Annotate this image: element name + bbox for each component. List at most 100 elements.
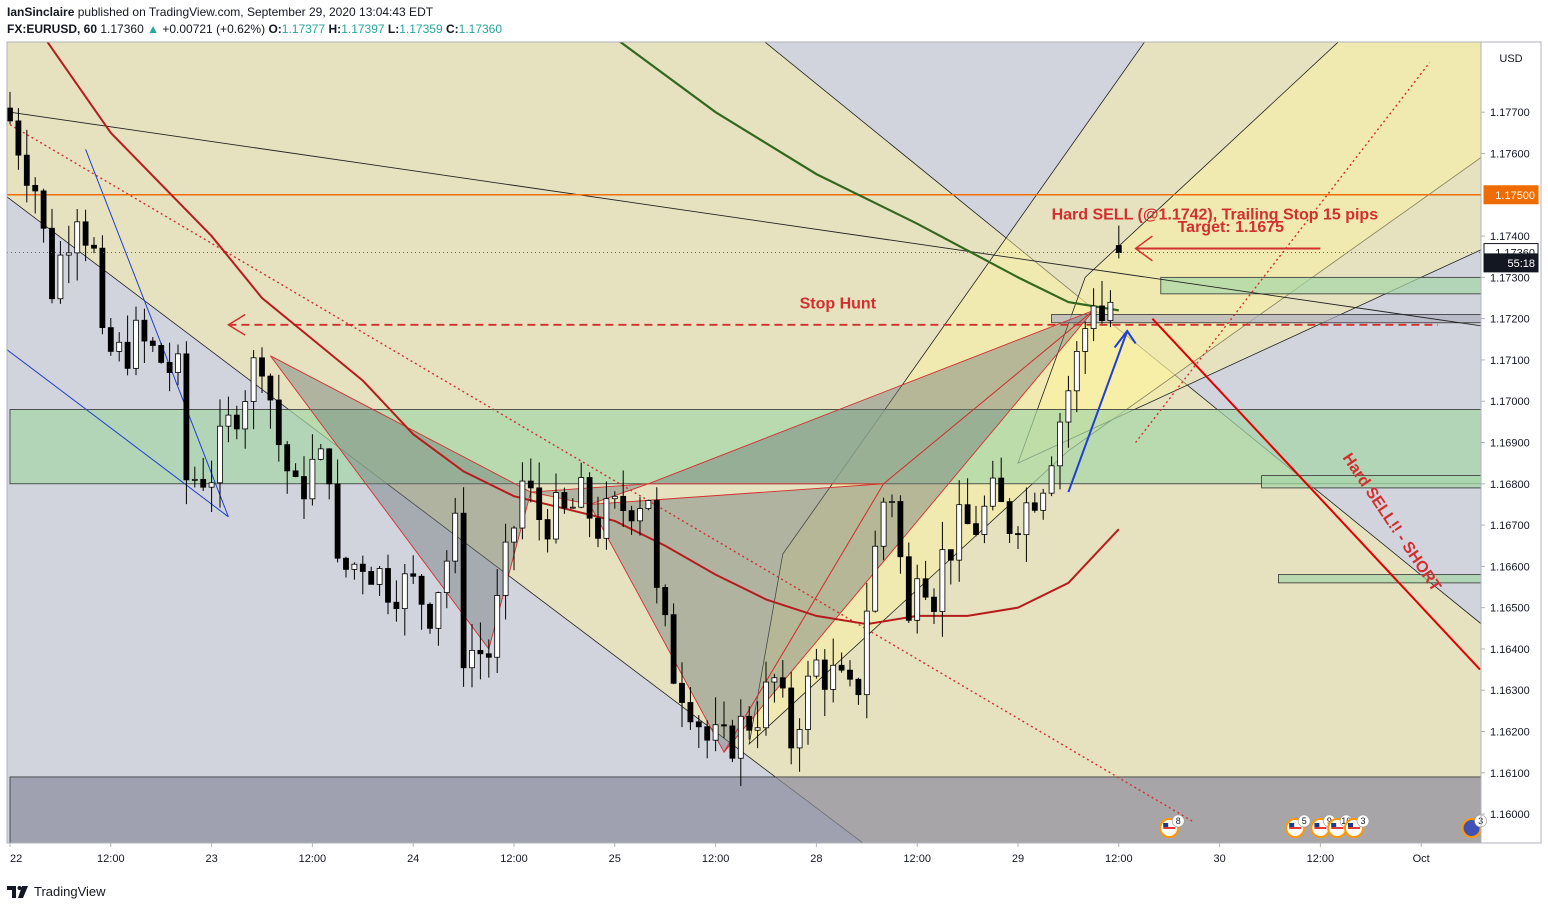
candle-body [931,596,937,612]
candle-body [57,254,64,300]
brand-name[interactable]: TradingView [34,883,106,899]
price-badge-label: 1.17500 [1495,190,1535,202]
flag-stripe [1163,827,1176,829]
dotted-trendline [9,123,1195,823]
candle-body [175,353,181,373]
high-value: 1.17397 [341,22,385,36]
candle-body [141,319,148,342]
flag-canton [1331,823,1337,827]
candle-body [620,495,627,512]
candle-body [1057,421,1063,467]
long-trendline [9,111,1481,327]
candle-body [603,498,610,539]
last-price: 1.17360 [100,22,144,36]
candle-body [158,345,165,363]
blue-pattern-line-1 [7,349,229,518]
candle-body [32,184,39,192]
flag-stripe [1314,827,1327,829]
ascending-channel-outer [1017,42,1481,464]
candle-body [821,659,828,690]
candle-body [729,725,736,759]
ema-fast-line [46,42,1120,626]
candle-body [956,504,963,561]
candle-body [460,512,467,669]
close-label: C: [445,22,459,36]
candle-body [561,492,568,509]
candle-body [788,687,795,749]
candle-body [401,573,408,610]
candle-body [124,341,131,369]
candle-body [863,610,870,696]
candle-body [275,399,282,446]
y-tick-label: 1.16300 [1490,685,1530,697]
candle-body [410,573,417,577]
x-tick-label: 12:00 [500,853,528,865]
candle-body [763,681,769,729]
time-axis[interactable]: 22 12:00 23 12:00 24 12:00 25 12:00 28 12:00 29 12:… [9,843,1430,865]
candle-body [183,353,190,481]
price-badge [1483,253,1539,273]
candle-body [889,501,895,503]
candle-body [40,190,47,229]
candle-body [998,477,1005,503]
event-count: 16 [1341,816,1351,826]
candle-body [905,556,912,621]
candle-body [721,724,727,727]
candle-body [149,340,156,346]
candle-body [662,587,669,616]
candle-body [443,560,450,593]
flag-stripe [1331,827,1344,829]
triangle-up-icon: ▲ [147,22,159,36]
candle-body [208,482,215,488]
candle-body [435,592,442,629]
price-axis[interactable]: USD 1.16000 1.16100 1.16200 1.16300 1.16400 1.… [1480,42,1539,843]
y-tick-label: 1.16100 [1490,768,1530,780]
y-tick-label: 1.17400 [1490,231,1530,243]
candle-body [74,221,81,254]
event-badge[interactable]: 8 [1159,814,1185,838]
candle-body [922,578,929,598]
candle-body [1107,301,1114,321]
chart-frame [6,41,1542,844]
y-tick-label: 1.16500 [1490,603,1530,615]
short-projection-line [1151,317,1481,671]
candle-body [107,327,114,352]
close-value: 1.17360 [458,22,503,36]
plot-layer [7,42,1481,843]
candle-body [511,527,517,543]
x-tick-label: 24 [407,853,419,865]
author-name[interactable]: IanSinclaire [7,5,75,19]
candle-body [233,414,240,430]
y-tick-label: 1.16900 [1490,438,1530,450]
candle-body [771,677,778,683]
candle-body [309,458,316,500]
candle-body [217,425,223,484]
event-badge[interactable]: 5 [1285,814,1311,838]
tradingview-logo-icon[interactable] [7,884,29,898]
zone-demand [9,409,1481,485]
price-chart[interactable]: Hard SELL (@1.1742), Trailing Stop 15 pi… [0,0,1548,875]
candle-body [830,664,837,690]
flag-stripe [1348,827,1360,829]
event-badge[interactable]: 3 [1344,814,1370,838]
annotation-stop-hunt: Stop Hunt [800,295,877,312]
candle-body [973,523,979,535]
candle-body [116,341,123,352]
candle-body [166,361,173,373]
candle-body [82,221,89,246]
low-label: L: [387,22,400,36]
price-badge-label: 55:18 [1507,258,1535,270]
event-count: 5 [1302,816,1307,826]
candle-body [746,715,753,731]
candle-body [191,478,198,481]
y-tick-label: 1.16700 [1490,520,1530,532]
candle-body [779,677,786,689]
candle-body [267,375,274,401]
event-count: 8 [1176,816,1181,826]
symbol-name[interactable]: FX:EURUSD, 60 [7,22,98,36]
flag-canton [1163,823,1169,827]
candle-body [712,724,719,741]
flag-canton [1289,823,1295,827]
blue-impulse-arrow-icon [1113,329,1137,349]
candle-body [569,506,576,509]
